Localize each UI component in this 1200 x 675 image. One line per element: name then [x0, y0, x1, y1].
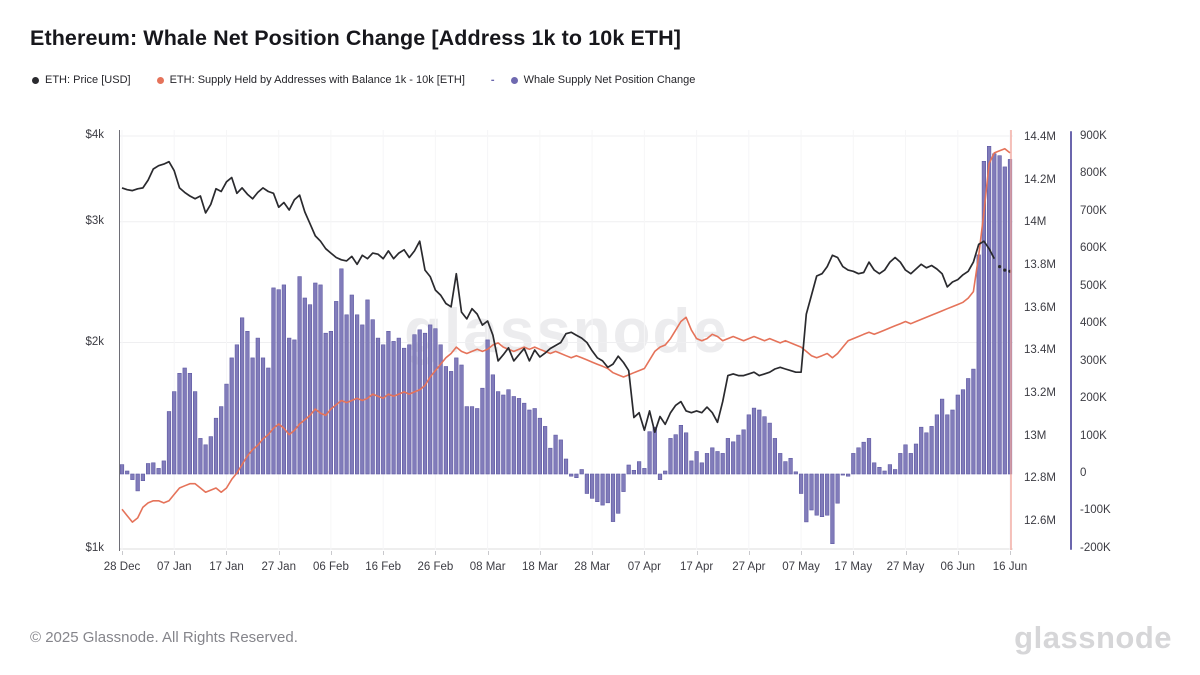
date-tick-label: 27 May: [886, 561, 925, 573]
legend-item-label: ETH: Price [USD]: [45, 74, 131, 86]
date-tick-mark: [748, 551, 750, 555]
date-tick-mark: [487, 551, 489, 555]
npc-tick-label: 100K: [1080, 429, 1107, 442]
supply-tick-label: 14.2M: [1024, 173, 1056, 186]
glassnode-logo: glassnode: [1014, 620, 1172, 655]
date-tick-mark: [122, 551, 123, 555]
date-tick-label: 28 Mar: [574, 561, 611, 573]
date-tick-mark: [853, 551, 855, 555]
date-tick-mark: [330, 551, 332, 555]
copyright-text: © 2025 Glassnode. All Rights Reserved.: [30, 629, 298, 646]
price-tick-label: $4k: [85, 129, 104, 141]
supply-tick-label: 12.8M: [1024, 472, 1056, 485]
date-tick-mark: [278, 551, 280, 555]
date-tick-label: 18 Mar: [521, 561, 558, 573]
date-tick-label: 16 Jun: [992, 561, 1028, 573]
date-tick-mark: [174, 551, 176, 555]
date-tick-label: 07 Jan: [156, 561, 192, 573]
date-tick-mark: [226, 551, 228, 555]
date-tick-mark: [957, 551, 959, 555]
legend-item-label: ETH: Supply Held by Addresses with Balan…: [169, 74, 465, 86]
npc-tick-label: 200K: [1080, 392, 1107, 405]
npc-tick-label: 800K: [1080, 167, 1107, 180]
price-tick-label: $2k: [85, 335, 104, 348]
date-tick-label: 16 Feb: [365, 561, 402, 573]
legend-item-label: Whale Supply Net Position Change: [523, 74, 696, 86]
date-tick-label: 06 Feb: [313, 561, 349, 573]
date-tick-label: 08 Mar: [469, 561, 506, 573]
legend-item-npc[interactable]: Whale Supply Net Position Change: [510, 74, 696, 86]
date-tick-mark: [905, 551, 907, 555]
npc-tick-label: 400K: [1080, 317, 1107, 330]
plot-area[interactable]: [119, 130, 1013, 550]
price-axis-line: [119, 130, 120, 551]
date-tick-mark: [592, 551, 594, 555]
npc-tick-label: 900K: [1080, 129, 1107, 142]
date-tick-label: 17 Jan: [209, 561, 244, 573]
supply-tick-label: 13.8M: [1024, 259, 1056, 272]
price-tick-label: $3k: [85, 214, 104, 227]
date-tick-mark: [801, 551, 803, 555]
supply-tick-label: 13.2M: [1024, 387, 1056, 400]
page-title: Ethereum: Whale Net Position Change [Add…: [30, 26, 682, 50]
legend-item-price[interactable]: ETH: Price [USD]: [32, 74, 131, 86]
npc-axis-line: [1070, 131, 1072, 550]
date-tick-mark: [435, 551, 437, 555]
price-tick-label: $1k: [85, 542, 104, 554]
npc-tick-label: 500K: [1080, 279, 1107, 292]
supply-legend-dot-icon: [156, 76, 164, 84]
date-tick-mark: [1010, 551, 1011, 555]
npc-tick-label: -100K: [1080, 504, 1111, 517]
npc-tick-label: 700K: [1080, 204, 1107, 217]
glassnode-watermark: glassnode: [404, 297, 729, 366]
supply-tick-label: 14M: [1024, 216, 1047, 229]
supply-tick-label: 13M: [1024, 429, 1047, 442]
date-tick-mark: [644, 551, 646, 555]
supply-tick-label: 12.6M: [1024, 515, 1056, 528]
date-tick-label: 06 Jun: [940, 561, 976, 573]
supply-tick-label: 13.4M: [1024, 344, 1056, 357]
chart-legend: ETH: Price [USD] ETH: Supply Held by Add…: [32, 74, 721, 86]
npc-legend-dot-icon: [510, 76, 518, 84]
legend-item-supply[interactable]: ETH: Supply Held by Addresses with Balan…: [156, 74, 465, 86]
npc-tick-label: 600K: [1080, 242, 1107, 255]
date-tick-label: 26 Feb: [417, 561, 454, 573]
legend-separator: -: [490, 74, 495, 86]
npc-tick-label: -200K: [1080, 541, 1111, 554]
date-tick-label: 17 Apr: [679, 561, 714, 573]
price-legend-dot-icon: [32, 76, 39, 84]
date-tick-mark: [539, 551, 541, 555]
date-tick-label: 27 Apr: [732, 561, 766, 573]
date-tick-label: 27 Jan: [261, 561, 296, 573]
date-tick-label: 17 May: [834, 561, 873, 573]
chart-canvas: [119, 130, 1013, 550]
date-tick-mark: [383, 551, 385, 555]
supply-tick-label: 14.4M: [1024, 131, 1056, 143]
date-tick-label: 07 Apr: [627, 561, 661, 573]
supply-tick-label: 13.6M: [1024, 301, 1056, 314]
npc-tick-label: 300K: [1080, 354, 1107, 367]
date-tick-label: 28 Dec: [103, 561, 141, 573]
date-tick-mark: [696, 551, 698, 555]
date-tick-label: 07 May: [782, 561, 820, 573]
npc-tick-label: 0: [1080, 467, 1087, 479]
